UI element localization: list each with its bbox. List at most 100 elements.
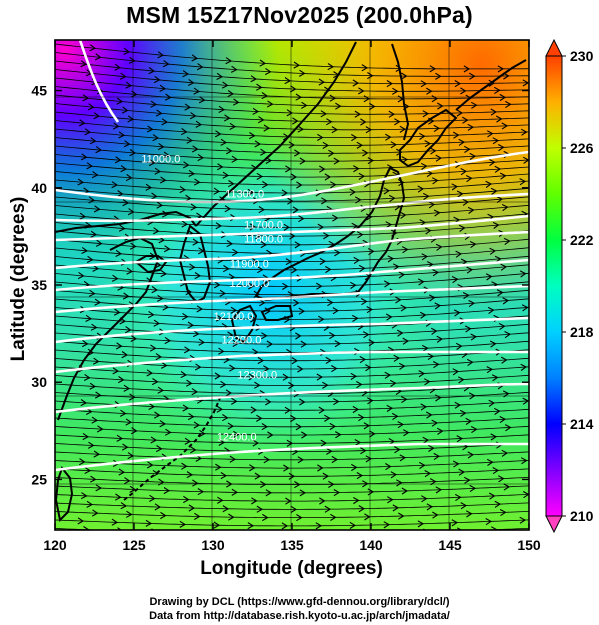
y-axis-ticks: 25 30 35 40 45: [31, 83, 529, 487]
colorbar-tick-label: 230: [570, 48, 594, 64]
streamline-arrow: [333, 489, 341, 497]
streamline-arrow: [315, 522, 323, 530]
streamline-arrow: [90, 230, 98, 238]
streamline-arrow: [331, 365, 338, 373]
streamline-arrow: [225, 389, 233, 397]
streamline-arrow: [383, 280, 391, 288]
streamline-arrow: [115, 342, 123, 350]
streamline-arrow: [366, 306, 374, 314]
streamline: [55, 179, 529, 194]
streamline-arrow: [431, 177, 439, 185]
streamline-arrow: [383, 187, 391, 195]
streamline-arrow: [358, 87, 365, 95]
streamline-arrow: [231, 397, 238, 405]
streamline-arrow: [316, 373, 324, 381]
streamline-arrow: [318, 315, 325, 323]
streamline-arrow: [294, 481, 301, 489]
streamline-arrow: [195, 120, 203, 128]
streamline-arrow: [80, 399, 88, 407]
streamline-arrow: [361, 64, 369, 72]
streamline-arrow: [291, 266, 298, 274]
streamline-arrow: [218, 438, 226, 446]
streamline-arrow: [460, 168, 468, 176]
streamline-arrow: [290, 505, 298, 513]
streamline-arrow: [392, 263, 400, 271]
streamline-arrow: [392, 504, 400, 512]
streamline-arrow: [261, 92, 269, 100]
streamline-arrow: [264, 67, 272, 76]
streamline-arrow: [496, 195, 504, 204]
streamline-arrow: [191, 145, 199, 153]
streamline-arrow: [296, 181, 303, 189]
streamline-arrow: [435, 154, 443, 162]
streamline-arrow: [123, 384, 131, 392]
streamline-arrow: [260, 148, 267, 156]
streamline: [55, 120, 529, 138]
streamline-arrow: [494, 165, 502, 173]
streamline-arrow: [353, 165, 360, 173]
streamline-arrow: [320, 110, 328, 118]
streamline-arrow: [452, 131, 460, 139]
streamline-arrow: [264, 548, 269, 554]
streamline-arrow: [388, 110, 396, 118]
streamline-arrow: [154, 167, 162, 175]
streamline-arrow: [328, 149, 335, 157]
streamline-arrow: [491, 374, 499, 382]
streamline-arrow: [488, 399, 496, 407]
streamline-arrow: [319, 497, 326, 505]
contour-label: 11300.0: [225, 189, 264, 201]
streamline-arrow: [401, 246, 409, 254]
streamline-arrow: [522, 79, 529, 87]
streamline-arrow: [334, 249, 341, 257]
streamline-arrow: [494, 500, 502, 508]
streamline-arrow: [456, 190, 464, 198]
streamline-arrow: [260, 480, 267, 488]
streamline-arrow: [332, 547, 337, 553]
streamline-arrow: [351, 134, 358, 142]
streamline-arrow: [89, 475, 97, 483]
streamline-arrow: [360, 298, 368, 306]
streamline-arrow: [187, 78, 195, 86]
streamline-arrow: [418, 370, 426, 378]
credit-dcl: Drawing by DCL (https://www.gfd-dennou.o…: [149, 596, 450, 608]
streamline-arrow: [492, 467, 500, 475]
streamline-arrow: [318, 78, 326, 86]
streamline: [55, 477, 529, 485]
streamline-arrow: [247, 522, 255, 530]
streamline-arrow: [426, 503, 434, 511]
streamline-arrow: [399, 454, 407, 462]
streamline-arrow: [387, 255, 395, 263]
streamline-arrow: [153, 411, 161, 419]
streamline-arrow: [287, 197, 294, 205]
streamline-arrow: [451, 519, 459, 527]
streamline-arrow: [214, 130, 222, 138]
streamline-arrow: [463, 536, 468, 542]
streamline-arrow: [398, 362, 406, 370]
streamline-arrow: [435, 243, 443, 251]
streamline-arrow: [189, 112, 197, 120]
streamline-arrow: [299, 398, 306, 406]
streamline-arrow: [490, 187, 498, 195]
streamline-arrow: [192, 479, 199, 487]
streamline-arrow: [393, 354, 401, 362]
streamline: [55, 162, 529, 178]
streamline-arrow: [324, 414, 331, 422]
streamline-arrow: [432, 269, 440, 277]
streamline-arrow: [424, 470, 432, 478]
streamline-arrow: [82, 94, 90, 102]
streamline-arrow: [451, 276, 459, 284]
streamline-arrow: [428, 201, 436, 209]
streamline-arrow: [232, 98, 240, 106]
streamline-arrow: [120, 502, 128, 510]
streamline-arrow: [128, 393, 136, 401]
streamline-arrow: [226, 240, 234, 248]
streamline-arrow: [356, 381, 363, 389]
streamline-arrow: [420, 80, 428, 88]
streamline-arrow: [146, 369, 154, 377]
streamline-arrow: [92, 357, 100, 365]
streamline-arrow: [464, 325, 472, 333]
streamline-arrow: [229, 122, 237, 130]
streamline-arrow: [229, 364, 236, 372]
streamline-arrow: [419, 132, 426, 140]
streamline-arrow: [77, 178, 85, 186]
